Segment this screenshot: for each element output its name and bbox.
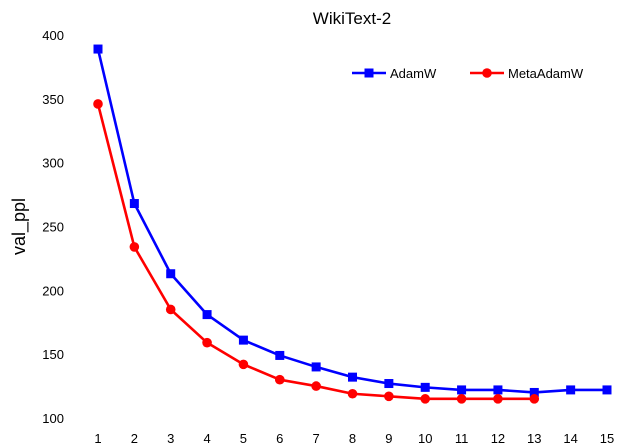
- y-axis: 100 150 200 250 300 350 400: [42, 28, 64, 426]
- data-point: [348, 372, 357, 382]
- x-tick-label: 13: [527, 431, 541, 446]
- data-point: [420, 394, 431, 404]
- data-point: [93, 44, 103, 54]
- y-tick-label: 250: [42, 220, 64, 235]
- x-tick-label: 15: [600, 431, 614, 446]
- data-point: [238, 359, 249, 370]
- data-point: [420, 382, 430, 392]
- data-point: [602, 385, 612, 395]
- x-tick-label: 1: [94, 431, 101, 446]
- y-tick-label: 100: [42, 411, 64, 426]
- data-point: [529, 394, 540, 404]
- chart-title: WikiText-2: [313, 9, 391, 28]
- data-point: [493, 385, 503, 395]
- data-point: [384, 379, 394, 389]
- series-metaadamw: [93, 99, 540, 404]
- data-point: [202, 310, 212, 320]
- x-tick-label: 5: [240, 431, 247, 446]
- y-axis-label: val_ppl: [9, 198, 30, 255]
- y-tick-label: 350: [42, 92, 64, 107]
- data-point: [493, 394, 503, 404]
- y-tick-label: 150: [42, 347, 64, 362]
- x-tick-label: 10: [418, 431, 432, 446]
- x-tick-label: 6: [276, 431, 283, 446]
- x-tick-label: 12: [491, 431, 505, 446]
- y-tick-label: 300: [42, 156, 64, 171]
- legend-marker: [482, 68, 492, 78]
- series-line: [96, 48, 607, 394]
- legend-item: MetaAdamW: [470, 66, 584, 81]
- y-tick-label: 400: [42, 28, 64, 43]
- x-tick-label: 14: [563, 431, 577, 446]
- legend-item: AdamW: [352, 66, 437, 81]
- data-point: [457, 385, 467, 395]
- data-point: [129, 242, 140, 252]
- data-point: [566, 385, 576, 395]
- data-point: [311, 381, 321, 391]
- x-tick-label: 8: [349, 431, 356, 446]
- data-point: [347, 388, 358, 399]
- legend-label: AdamW: [390, 66, 437, 81]
- x-tick-label: 4: [203, 431, 210, 446]
- data-point: [274, 374, 285, 385]
- series-line: [96, 103, 535, 401]
- data-point: [129, 199, 139, 209]
- x-tick-label: 11: [455, 431, 469, 446]
- data-point: [311, 362, 321, 372]
- legend: AdamW MetaAdamW: [352, 66, 584, 81]
- data-point: [456, 394, 467, 404]
- data-point: [275, 350, 285, 360]
- data-point: [93, 99, 103, 109]
- data-point: [165, 304, 176, 315]
- series-adamw: [93, 44, 612, 397]
- plot-series: [93, 44, 612, 404]
- legend-label: MetaAdamW: [508, 66, 584, 81]
- x-tick-label: 9: [385, 431, 392, 446]
- y-tick-label: 200: [42, 283, 64, 298]
- data-point: [384, 391, 394, 402]
- x-tick-label: 2: [131, 431, 138, 446]
- data-point: [166, 269, 176, 279]
- x-tick-label: 7: [313, 431, 320, 446]
- legend-marker: [364, 68, 374, 78]
- data-point: [202, 337, 212, 348]
- x-axis: 1 2 3 4 5 6 7 8 9 10 11 12 13 14 15: [94, 431, 614, 446]
- data-point: [529, 387, 539, 397]
- data-point: [238, 335, 248, 345]
- x-tick-label: 3: [167, 431, 174, 446]
